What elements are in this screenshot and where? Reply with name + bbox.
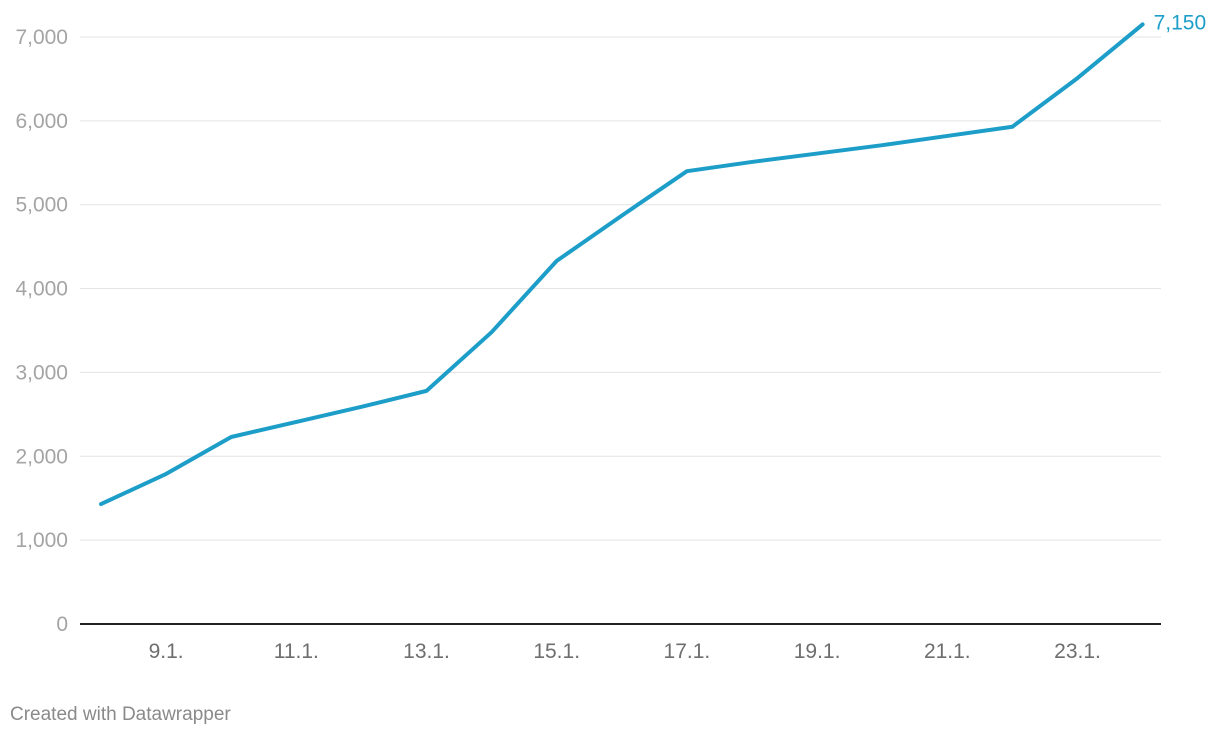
y-tick-label: 1,000 [15, 529, 68, 552]
end-value-label: 7,150 [1154, 11, 1207, 34]
x-tick-label: 21.1. [924, 640, 971, 663]
gridlines [80, 36, 1161, 541]
x-tick-label: 13.1. [403, 640, 450, 663]
y-tick-label: 0 [56, 613, 68, 636]
x-tick-label: 15.1. [533, 640, 580, 663]
y-tick-label: 7,000 [15, 26, 68, 49]
series-lines [99, 22, 1145, 507]
credit-text: Created with Datawrapper [10, 704, 231, 725]
x-tick-label: 17.1. [664, 640, 711, 663]
y-tick-label: 2,000 [15, 445, 68, 468]
y-tick-label: 3,000 [15, 361, 68, 384]
x-axis-tick-labels: 9.1. 11.1. 13.1. 15.1. 17.1. 19.1. 21.1. 23.1. [149, 640, 1101, 663]
y-tick-label: 4,000 [15, 278, 68, 301]
x-tick-label: 11.1. [274, 640, 319, 663]
x-tick-label: 23.1. [1054, 640, 1101, 663]
y-tick-label: 6,000 [15, 110, 68, 133]
x-tick-label: 19.1. [794, 640, 841, 663]
y-tick-label: 5,000 [15, 194, 68, 217]
x-tick-label: 9.1. [149, 640, 184, 663]
y-axis-tick-labels: 0 1,000 2,000 3,000 4,000 5,000 6,000 7,000 [15, 26, 68, 636]
series-line [99, 22, 1145, 507]
series-points [99, 22, 1145, 506]
